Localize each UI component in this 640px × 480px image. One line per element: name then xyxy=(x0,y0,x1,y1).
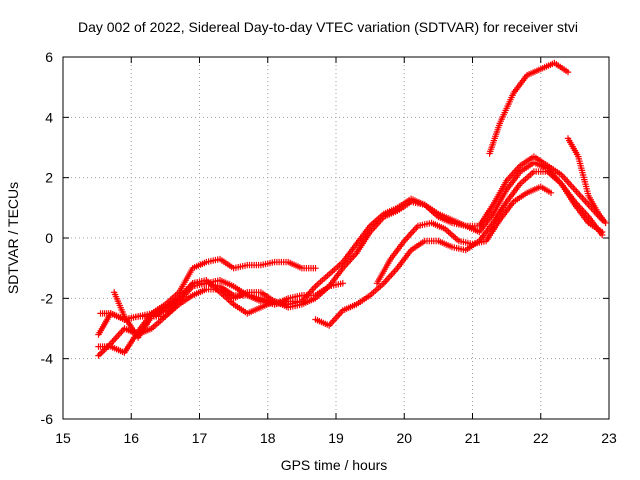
y-tick-label: 0 xyxy=(45,230,53,246)
y-tick-label: 6 xyxy=(45,49,53,65)
x-tick-label: 16 xyxy=(123,430,139,446)
x-tick-label: 19 xyxy=(328,430,344,446)
axis-ticks xyxy=(62,56,610,420)
marker-trail xyxy=(111,280,346,341)
x-tick-label: 23 xyxy=(601,430,617,446)
marker-trail xyxy=(564,135,609,227)
y-tick-label: 4 xyxy=(45,109,53,125)
x-axis-label: GPS time / hours xyxy=(281,457,388,473)
x-tick-label: 21 xyxy=(465,430,481,446)
x-tick-label: 18 xyxy=(260,430,276,446)
x-tick-label: 20 xyxy=(396,430,412,446)
tick-labels: 15 16 17 18 19 20 21 22 23 -6 -4 -2 0 2 4 6 xyxy=(41,49,617,446)
y-tick-label: -4 xyxy=(41,351,54,367)
y-tick-label: -2 xyxy=(41,290,54,306)
series-track-5 xyxy=(111,280,346,341)
y-tick-label: -6 xyxy=(41,411,54,427)
data-marks xyxy=(95,59,609,359)
x-tick-label: 15 xyxy=(55,430,71,446)
series-track-6 xyxy=(312,168,606,329)
marker-trail xyxy=(373,183,555,287)
x-tick-label: 22 xyxy=(533,430,549,446)
marker-trail xyxy=(312,168,606,329)
marker-trail xyxy=(486,59,572,157)
chart-title: Day 002 of 2022, Sidereal Day-to-day VTE… xyxy=(78,19,578,35)
series-track-8 xyxy=(486,59,572,157)
y-axis-label: SDTVAR / TECUs xyxy=(5,182,21,294)
y-tick-label: 2 xyxy=(45,170,53,186)
series-track-9 xyxy=(564,135,609,227)
x-tick-label: 17 xyxy=(192,430,208,446)
series-track-7 xyxy=(373,183,555,287)
